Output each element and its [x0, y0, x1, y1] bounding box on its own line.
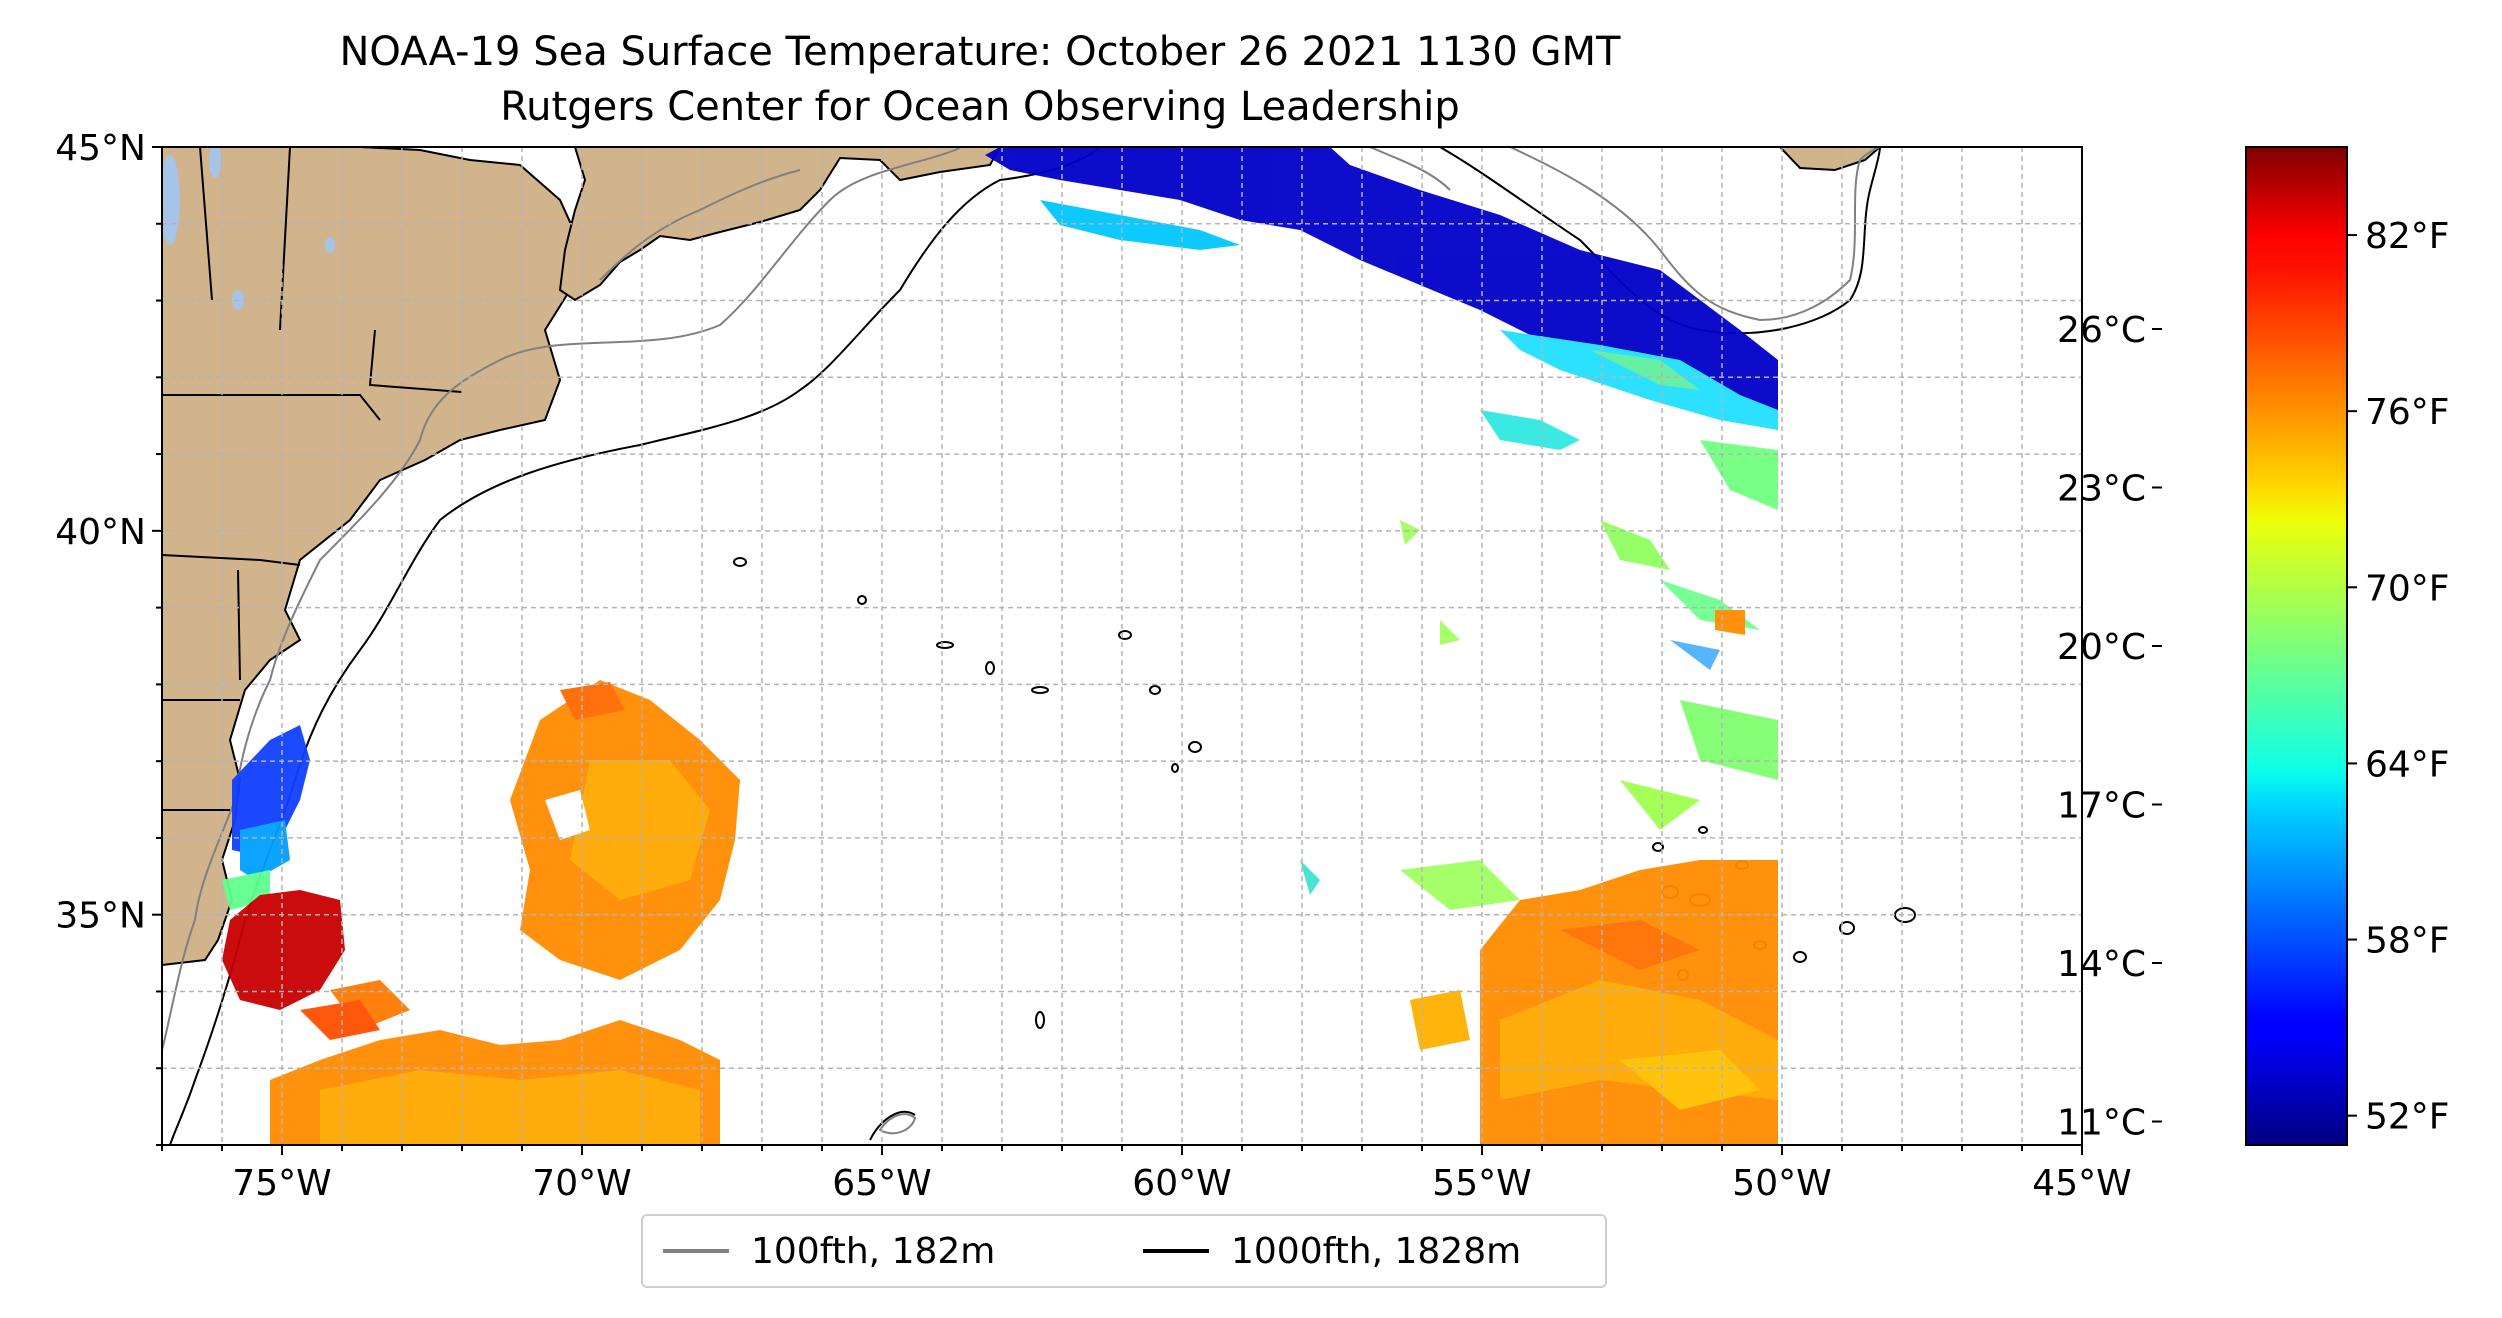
x-tick-label: 60°W: [1132, 1163, 1231, 1204]
x-tick-label: 70°W: [532, 1163, 631, 1204]
colorbar-f-label: 82°F: [2365, 216, 2450, 257]
colorbar-c-label: 20°C: [2057, 627, 2146, 668]
y-tick-label: 45°N: [55, 128, 146, 169]
sst-cool-streak: [1040, 200, 1240, 250]
colorbar-c-label: 23°C: [2057, 468, 2146, 509]
colorbar-f-label: 52°F: [2365, 1097, 2450, 1138]
legend-label-100fth: 100fth, 182m: [751, 1230, 996, 1272]
colorbar-f-label: 58°F: [2365, 921, 2450, 962]
y-tick-label: 40°N: [55, 512, 146, 553]
land-canada-nova-scotia: [558, 147, 1002, 302]
x-tick-label: 50°W: [1732, 1163, 1831, 1204]
legend-item-100fth: 100fth, 182m: [663, 1216, 995, 1286]
axis-ticks: 75°W 70°W 65°W 60°W 55°W 50°W 45°W 45°N 40°N 35°N: [55, 128, 2131, 1204]
legend-swatch-100fth: [663, 1249, 729, 1253]
legend-label-1000fth: 1000fth, 1828m: [1231, 1230, 1522, 1272]
land-us-east-coast: [162, 147, 587, 967]
colorbar-c-label: 14°C: [2057, 944, 2146, 985]
colorbar-c-label: 26°C: [2057, 310, 2146, 351]
colorbar-f-label: 76°F: [2365, 392, 2450, 433]
legend-item-1000fth: 1000fth, 1828m: [1143, 1216, 1521, 1286]
sst-coastal-cold: [232, 725, 310, 855]
y-tick-label: 35°N: [55, 896, 146, 937]
colorbar-ticks: 52°F 58°F 64°F 70°F 76°F 82°F 11°C 14°C 17°C 20°C…: [2057, 216, 2449, 1143]
sst-hot-core: [222, 890, 345, 1010]
contour-100fth: [162, 147, 1881, 1135]
legend-swatch-1000fth: [1143, 1249, 1209, 1253]
colorbar-c-label: 17°C: [2057, 786, 2146, 827]
colorbar: [2245, 146, 2348, 1146]
lakes: [162, 147, 335, 310]
x-tick-label: 55°W: [1432, 1163, 1531, 1204]
colorbar-f-label: 64°F: [2365, 744, 2450, 785]
land-newfoundland: [1778, 147, 1882, 172]
map-panel: [162, 147, 2082, 1145]
legend: 100fth, 182m 1000fth, 1828m: [641, 1214, 1607, 1288]
colorbar-c-label: 11°C: [2057, 1103, 2146, 1144]
graticule: [162, 147, 2082, 1145]
sst-imagery: [222, 147, 1778, 1145]
colorbar-f-label: 70°F: [2365, 568, 2450, 609]
state-borders: [162, 147, 463, 811]
x-tick-label: 65°W: [832, 1163, 931, 1204]
chart-subtitle: Rutgers Center for Ocean Observing Leade…: [500, 84, 1460, 130]
chart-title: NOAA-19 Sea Surface Temperature: October…: [339, 29, 1621, 75]
x-tick-label: 75°W: [232, 1163, 331, 1204]
x-tick-label: 45°W: [2032, 1163, 2131, 1204]
